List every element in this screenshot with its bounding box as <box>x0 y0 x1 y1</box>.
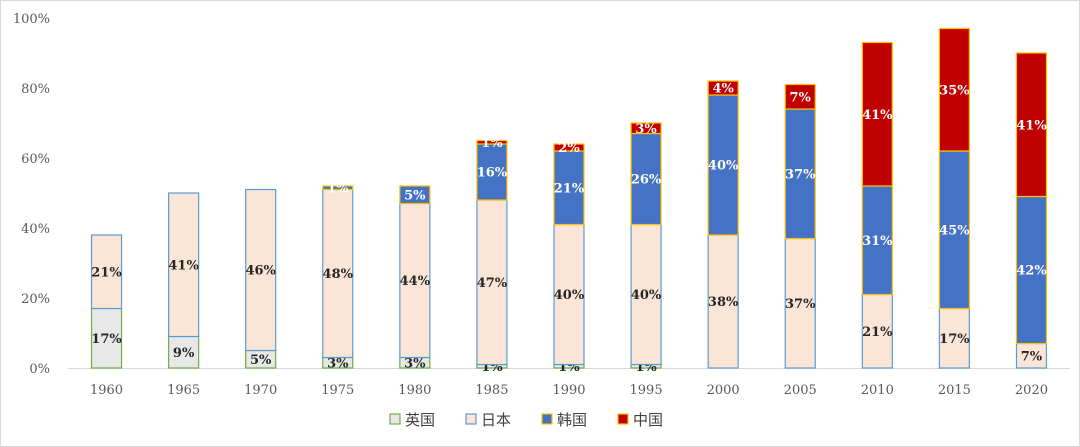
legend-swatch <box>465 413 477 425</box>
bar-segment-1995-3 <box>630 122 662 135</box>
bar-segment-2005-1 <box>784 237 816 369</box>
bar-segment-1985-2 <box>476 143 508 201</box>
bar-segment-2000-2 <box>707 94 739 236</box>
y-tick-label: 60% <box>21 152 50 167</box>
bar-segment-1985-1 <box>476 199 508 366</box>
bar-segment-2005-3 <box>784 83 816 110</box>
bar-segment-2015-2 <box>938 150 970 310</box>
bar-segment-1990-1 <box>553 223 585 366</box>
legend-swatch <box>617 413 629 425</box>
data-label: 38% <box>708 295 739 310</box>
y-tick-label: 100% <box>13 12 50 27</box>
data-label: 4% <box>712 82 734 97</box>
bar-segment-2015-1 <box>938 307 970 369</box>
data-label: 41% <box>1016 118 1047 133</box>
bar-segment-2020-3 <box>1015 52 1048 198</box>
bar-segment-1975-1 <box>322 188 354 359</box>
data-label: 46% <box>245 264 276 279</box>
x-tick-label: 2015 <box>938 383 971 398</box>
data-label: 35% <box>939 83 970 98</box>
legend-label: 英国 <box>405 411 435 429</box>
data-label: 5% <box>250 353 272 368</box>
data-label: 41% <box>168 258 199 273</box>
bar-segment-1985-3 <box>476 139 508 145</box>
x-tick-label: 1965 <box>167 383 200 398</box>
x-tick-label: 2005 <box>784 383 817 398</box>
data-label: 2% <box>558 141 580 156</box>
data-label: 42% <box>1016 264 1047 279</box>
bar-segment-1990-3 <box>553 143 585 152</box>
x-tick-label: 1985 <box>475 383 508 398</box>
data-label: 21% <box>554 181 585 196</box>
x-tick-label: 2010 <box>861 383 894 398</box>
x-tick-label: 1975 <box>321 383 354 398</box>
data-label: 37% <box>785 167 816 182</box>
data-label: 9% <box>173 346 195 361</box>
data-label: 41% <box>862 108 893 123</box>
x-tick-label: 2000 <box>707 383 740 398</box>
bar-segment-1990-2 <box>553 150 585 226</box>
data-label: 3% <box>635 122 657 137</box>
x-tick-label: 1980 <box>398 383 431 398</box>
bar-segment-1980-2 <box>399 185 431 205</box>
y-tick-label: 80% <box>21 82 50 97</box>
bar-segment-2015-3 <box>938 27 970 152</box>
data-label: 44% <box>400 274 431 289</box>
data-label: 7% <box>790 90 812 105</box>
legend-label: 中国 <box>633 411 663 429</box>
data-label: 31% <box>862 234 893 249</box>
x-tick-label: 1995 <box>630 383 663 398</box>
legend-label: 韩国 <box>557 411 587 429</box>
bar-segment-1960-0 <box>90 307 123 369</box>
legend-label: 日本 <box>481 411 511 429</box>
data-label: 17% <box>91 332 122 347</box>
data-label: 17% <box>939 332 970 347</box>
data-label: 40% <box>554 288 585 303</box>
bar-segment-2010-2 <box>861 185 893 296</box>
y-tick-label: 20% <box>21 292 50 307</box>
data-label: 1% <box>327 181 349 196</box>
data-label: 48% <box>323 267 354 282</box>
bar-segment-1970-1 <box>245 188 277 352</box>
data-label: 40% <box>708 159 739 174</box>
data-label: 47% <box>477 276 508 291</box>
bar-segment-1960-1 <box>90 234 123 310</box>
data-label: 3% <box>404 356 426 371</box>
data-label: 45% <box>939 223 970 238</box>
legend-swatch <box>541 413 553 425</box>
bar-segment-1980-1 <box>399 202 431 359</box>
data-label: 7% <box>1021 349 1043 364</box>
bar-segment-1995-1 <box>630 223 662 366</box>
data-label: 21% <box>91 265 122 280</box>
y-tick-label: 0% <box>29 362 50 377</box>
x-tick-label: 1960 <box>90 383 123 398</box>
data-label: 21% <box>862 325 893 340</box>
bar-segment-1995-2 <box>630 132 662 226</box>
bar-segment-2000-1 <box>707 234 739 369</box>
bar-segment-1975-2 <box>322 185 354 191</box>
y-tick-label: 40% <box>21 222 50 237</box>
bar-segment-2010-3 <box>861 41 893 187</box>
bar-segment-2000-3 <box>707 80 739 96</box>
bar-segment-2010-1 <box>861 293 893 369</box>
data-label: 16% <box>477 166 508 181</box>
x-tick-label: 1970 <box>244 383 277 398</box>
data-label: 26% <box>631 173 662 188</box>
data-label: 5% <box>404 188 426 203</box>
data-label: 37% <box>785 297 816 312</box>
data-label: 40% <box>631 288 662 303</box>
legend-swatch <box>389 413 401 425</box>
data-label: 3% <box>327 356 349 371</box>
x-tick-label: 1990 <box>552 383 585 398</box>
data-label: 1% <box>481 136 503 151</box>
bar-segment-1965-0 <box>168 335 200 369</box>
x-tick-label: 2020 <box>1015 383 1048 398</box>
bar-segment-1965-1 <box>168 192 200 338</box>
